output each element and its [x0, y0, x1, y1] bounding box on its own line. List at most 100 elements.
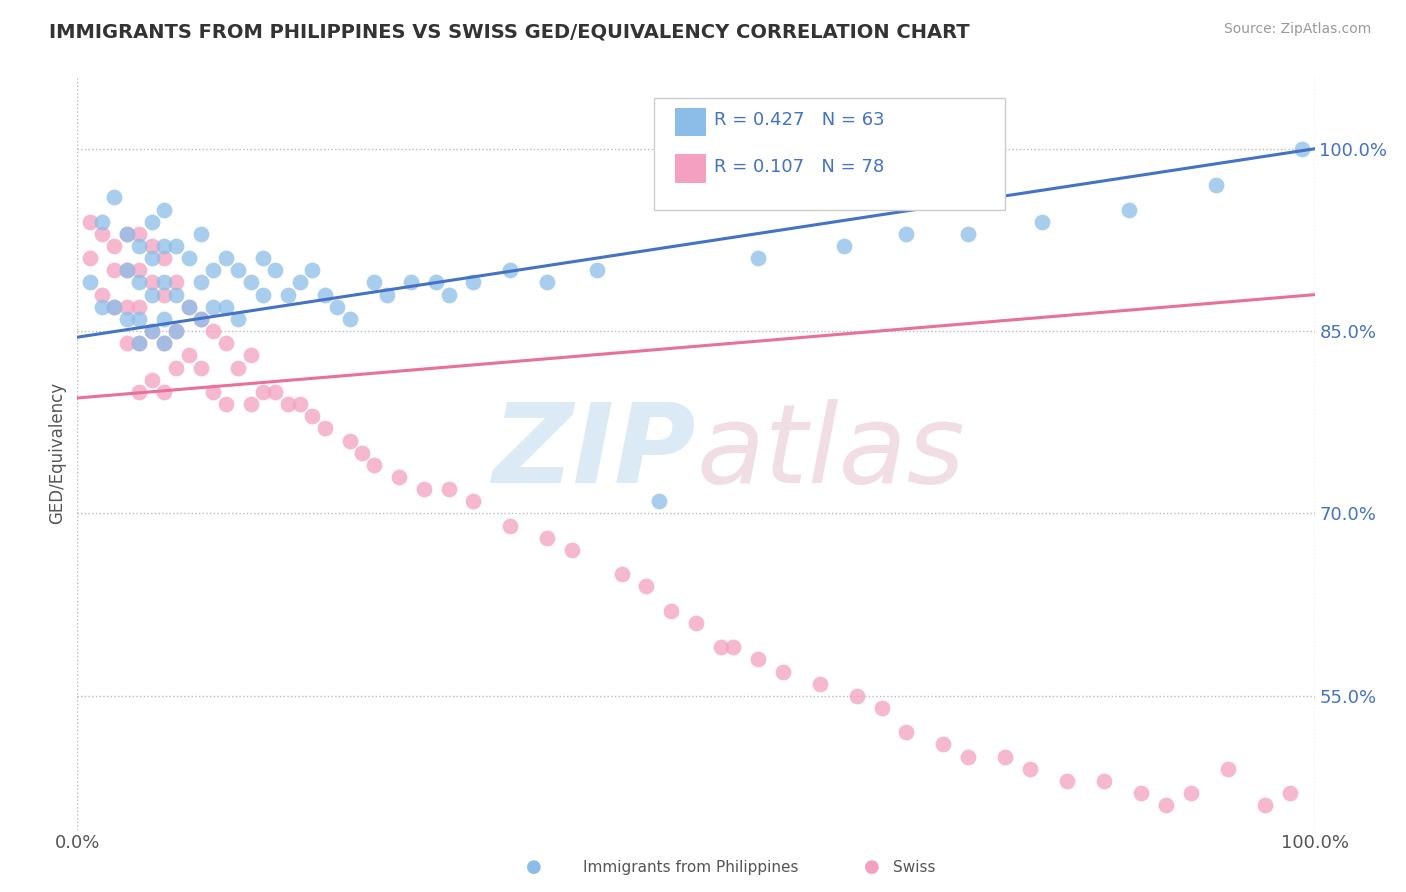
Point — [896, 725, 918, 739]
Point — [165, 324, 187, 338]
Text: ●: ● — [526, 858, 543, 876]
Point — [153, 251, 176, 265]
Point — [141, 215, 163, 229]
Point — [610, 567, 633, 582]
Point — [128, 300, 150, 314]
Point — [91, 227, 114, 241]
Point — [91, 287, 114, 301]
Point — [215, 397, 238, 411]
Point — [153, 336, 176, 351]
Point — [1216, 762, 1239, 776]
Point — [141, 324, 163, 338]
Point — [747, 652, 769, 666]
Point — [153, 202, 176, 217]
Point — [115, 312, 138, 326]
Point — [1278, 786, 1301, 800]
Point — [834, 239, 856, 253]
Text: IMMIGRANTS FROM PHILIPPINES VS SWISS GED/EQUIVALENCY CORRELATION CHART: IMMIGRANTS FROM PHILIPPINES VS SWISS GED… — [49, 22, 970, 41]
Point — [401, 276, 423, 290]
Point — [202, 324, 225, 338]
Point — [463, 276, 485, 290]
Point — [115, 300, 138, 314]
Point — [932, 738, 955, 752]
Point — [79, 251, 101, 265]
Point — [957, 227, 980, 241]
Point — [239, 348, 262, 362]
Point — [648, 494, 671, 508]
Point — [314, 421, 336, 435]
Point — [264, 384, 287, 399]
Text: Source: ZipAtlas.com: Source: ZipAtlas.com — [1223, 22, 1371, 37]
Point — [103, 300, 125, 314]
Point — [128, 312, 150, 326]
Point — [153, 239, 176, 253]
Point — [896, 227, 918, 241]
Point — [536, 531, 558, 545]
Text: Swiss: Swiss — [893, 860, 935, 874]
Point — [375, 287, 398, 301]
Point — [437, 287, 460, 301]
Point — [264, 263, 287, 277]
Point — [1056, 773, 1078, 788]
Point — [1205, 178, 1227, 193]
Point — [165, 360, 187, 375]
Point — [277, 287, 299, 301]
Point — [339, 312, 361, 326]
Point — [747, 251, 769, 265]
Point — [103, 239, 125, 253]
Point — [586, 263, 609, 277]
Point — [363, 276, 385, 290]
Point — [202, 263, 225, 277]
Point — [128, 263, 150, 277]
Point — [1254, 798, 1277, 813]
Point — [115, 263, 138, 277]
Point — [301, 409, 323, 424]
Text: R = 0.107   N = 78: R = 0.107 N = 78 — [714, 158, 884, 176]
Point — [226, 360, 249, 375]
Point — [141, 287, 163, 301]
Point — [1130, 786, 1153, 800]
Point — [128, 336, 150, 351]
Point — [190, 360, 212, 375]
Point — [288, 276, 311, 290]
Point — [685, 615, 707, 630]
Point — [141, 324, 163, 338]
Point — [499, 263, 522, 277]
Point — [165, 276, 187, 290]
Point — [1291, 142, 1313, 156]
Point — [115, 263, 138, 277]
Text: ●: ● — [863, 858, 880, 876]
Point — [128, 336, 150, 351]
Point — [91, 300, 114, 314]
Point — [141, 239, 163, 253]
Point — [215, 300, 238, 314]
Point — [190, 276, 212, 290]
Point — [115, 227, 138, 241]
Point — [165, 239, 187, 253]
Point — [141, 251, 163, 265]
Point — [79, 276, 101, 290]
Text: R = 0.427   N = 63: R = 0.427 N = 63 — [714, 112, 884, 129]
Point — [252, 287, 274, 301]
Point — [363, 458, 385, 472]
Point — [412, 482, 434, 496]
Point — [128, 384, 150, 399]
Point — [1092, 773, 1115, 788]
Text: ZIP: ZIP — [492, 400, 696, 506]
Point — [91, 215, 114, 229]
Point — [350, 445, 373, 460]
Point — [314, 287, 336, 301]
Point — [103, 190, 125, 204]
Point — [153, 336, 176, 351]
Point — [845, 689, 868, 703]
Point — [128, 239, 150, 253]
Point — [115, 336, 138, 351]
Point — [153, 384, 176, 399]
Point — [79, 215, 101, 229]
Point — [994, 749, 1017, 764]
Point — [1154, 798, 1177, 813]
Point — [1118, 202, 1140, 217]
Point — [141, 373, 163, 387]
Point — [277, 397, 299, 411]
Point — [326, 300, 349, 314]
